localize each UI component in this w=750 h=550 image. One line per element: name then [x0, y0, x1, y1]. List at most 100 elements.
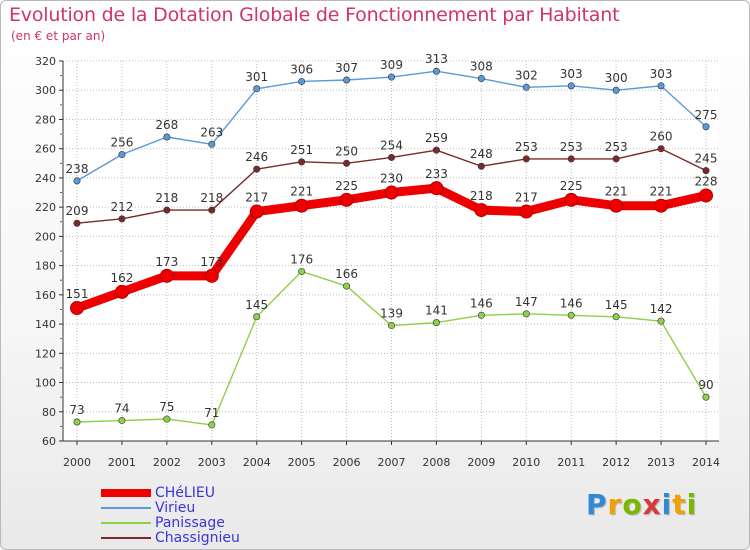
data-label-panissage: 139 — [380, 307, 403, 321]
data-point-ch-lieu — [70, 301, 84, 315]
data-point-ch-lieu — [204, 268, 219, 283]
data-point-chassignieu — [387, 153, 395, 161]
data-point-panissage — [702, 393, 710, 401]
y-tick-label: 280 — [35, 113, 56, 126]
data-point-ch-lieu — [699, 188, 713, 203]
data-label-ch-lieu: 225 — [560, 179, 583, 193]
y-tick-label: 200 — [35, 230, 56, 243]
x-tick-label: 2004 — [243, 456, 271, 469]
data-label-chassignieu: 253 — [515, 140, 538, 154]
data-point-chassignieu — [343, 159, 351, 167]
x-tick-label: 2013 — [647, 456, 675, 469]
data-label-virieu: 306 — [290, 62, 313, 76]
data-point-chassignieu — [567, 155, 575, 163]
data-label-panissage: 74 — [114, 402, 129, 416]
data-point-virieu — [163, 133, 171, 141]
legend-item-chassignieu: Chassignieu — [101, 530, 321, 546]
data-label-ch-lieu: 233 — [425, 167, 448, 181]
logo-letter: t — [672, 488, 687, 521]
data-label-chassignieu: 246 — [245, 150, 268, 164]
data-point-panissage — [208, 421, 216, 429]
data-point-virieu — [567, 82, 575, 90]
data-label-ch-lieu: 221 — [290, 185, 313, 199]
legend-item-panissage: Panissage — [101, 515, 321, 531]
data-label-virieu: 308 — [470, 60, 493, 74]
legend-label-chelieu: CHéLIEU — [155, 485, 215, 501]
x-tick-label: 2008 — [422, 456, 450, 469]
data-point-panissage — [657, 317, 665, 325]
logo-letter: i — [661, 488, 673, 521]
data-label-panissage: 145 — [605, 298, 628, 312]
data-point-chassignieu — [73, 219, 81, 227]
x-tick-label: 2006 — [333, 456, 361, 469]
data-label-virieu: 302 — [515, 68, 538, 82]
x-tick-label: 2011 — [557, 456, 585, 469]
legend-item-chelieu: CHéLIEU — [101, 485, 321, 501]
data-label-virieu: 303 — [560, 67, 583, 81]
data-point-ch-lieu — [609, 198, 624, 213]
data-label-chassignieu: 253 — [605, 140, 628, 154]
data-label-virieu: 300 — [605, 71, 628, 85]
data-point-ch-lieu — [564, 192, 579, 207]
data-label-virieu: 301 — [245, 70, 268, 84]
data-point-virieu — [118, 151, 126, 159]
data-point-ch-lieu — [474, 203, 489, 218]
y-minor-tick — [60, 367, 62, 369]
data-label-panissage: 147 — [515, 295, 538, 309]
x-tick-label: 2000 — [63, 456, 91, 469]
data-point-ch-lieu — [294, 198, 309, 213]
data-point-chassignieu — [253, 165, 261, 173]
data-point-panissage — [163, 415, 171, 423]
data-point-chassignieu — [702, 167, 710, 175]
data-point-panissage — [253, 313, 261, 321]
y-tick-label: 60 — [42, 435, 56, 448]
data-label-virieu: 238 — [66, 162, 89, 176]
data-label-panissage: 145 — [245, 298, 268, 312]
legend-label-chassignieu: Chassignieu — [155, 530, 240, 546]
data-label-panissage: 166 — [335, 267, 358, 281]
data-point-virieu — [522, 83, 530, 91]
data-label-ch-lieu: 221 — [605, 185, 628, 199]
data-label-virieu: 303 — [650, 67, 673, 81]
data-point-panissage — [432, 319, 440, 327]
x-tick-label: 2001 — [108, 456, 136, 469]
legend-label-panissage: Panissage — [155, 515, 225, 531]
data-label-virieu: 275 — [695, 108, 718, 122]
data-point-chassignieu — [208, 206, 216, 214]
legend-item-virieu: Virieu — [101, 500, 321, 516]
data-point-chassignieu — [163, 206, 171, 214]
data-point-virieu — [432, 67, 440, 75]
y-minor-tick — [60, 133, 62, 135]
data-label-virieu: 256 — [110, 136, 133, 150]
data-point-panissage — [298, 267, 306, 275]
data-point-chassignieu — [432, 146, 440, 154]
data-point-chassignieu — [118, 215, 126, 223]
data-point-ch-lieu — [519, 204, 534, 219]
data-label-chassignieu: 248 — [470, 147, 493, 161]
x-tick-label: 2005 — [288, 456, 316, 469]
data-point-ch-lieu — [159, 268, 174, 283]
data-label-panissage: 142 — [650, 302, 673, 316]
data-label-chassignieu: 218 — [155, 191, 178, 205]
data-label-virieu: 307 — [335, 61, 358, 75]
data-label-ch-lieu: 221 — [650, 185, 673, 199]
data-point-chassignieu — [477, 162, 485, 170]
legend-swatch-chelieu — [101, 489, 151, 497]
data-label-ch-lieu: 228 — [695, 174, 718, 188]
data-label-chassignieu: 209 — [66, 204, 89, 218]
y-tick-label: 240 — [35, 172, 56, 185]
data-point-panissage — [522, 310, 530, 318]
x-tick-label: 2002 — [153, 456, 181, 469]
x-tick-label: 2010 — [512, 456, 540, 469]
x-tick-label: 2009 — [467, 456, 495, 469]
y-minor-tick — [60, 396, 62, 398]
y-tick-label: 160 — [35, 289, 56, 302]
data-label-ch-lieu: 173 — [200, 255, 223, 269]
data-point-panissage — [343, 282, 351, 290]
data-point-ch-lieu — [114, 284, 129, 299]
data-label-panissage: 75 — [159, 400, 174, 414]
legend-swatch-panissage — [101, 522, 151, 524]
data-label-chassignieu: 253 — [560, 140, 583, 154]
